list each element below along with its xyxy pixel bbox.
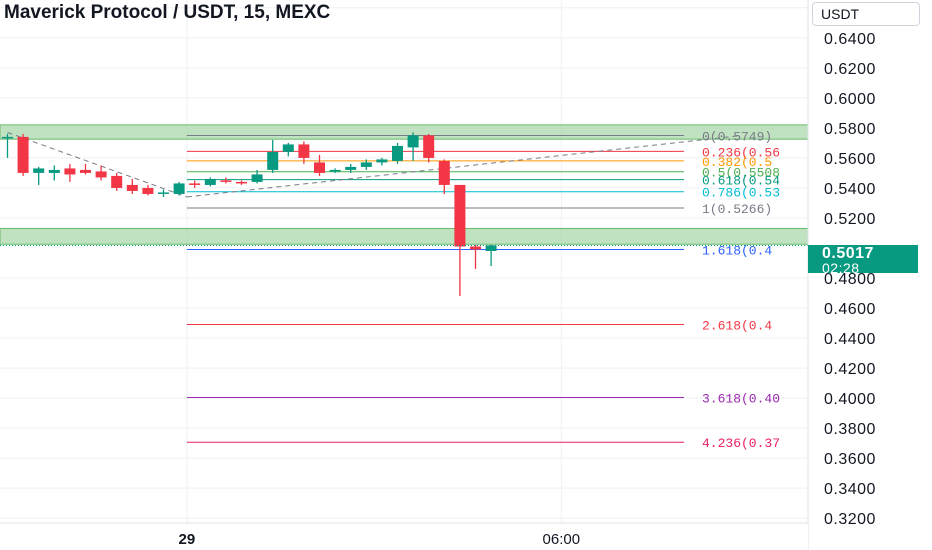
candle-body [407,135,419,148]
candle-body [48,169,60,173]
price-tick-label: 0.5800 [824,121,876,138]
candle-body [423,135,435,158]
candle-body [204,178,216,185]
price-tick-label: 0.4000 [824,391,876,408]
price-tick-label: 0.6000 [824,91,876,108]
fib-level-label: 0.236(0.56 [702,145,780,160]
candle-body [111,175,123,188]
candle-body [251,174,263,182]
candle-body [298,144,310,158]
candle-body [376,159,388,163]
candle-body [438,160,450,185]
candle-body [454,184,466,247]
price-tick-label: 0.3200 [824,511,876,528]
candle-body [158,192,169,194]
candle-body [80,169,91,173]
candle-body [95,171,107,178]
fibonacci-extension: 0(0.5749)0.236(0.560.382(0.50.5(0.55080.… [186,130,780,451]
candle-body [236,181,247,184]
time-tick-label: 29 [179,531,196,548]
candle-body [282,144,294,152]
fib-level-label: 0.618(0.54 [702,174,780,189]
fib-level-label: 0.382(0.5 [702,155,772,170]
price-axis-bg [808,0,932,550]
time-axis-bg [0,523,808,550]
price-tick-label: 0.4400 [824,331,876,348]
price-tick-label: 0.3600 [824,451,876,468]
price-tick-label: 0.4600 [824,301,876,318]
price-axis[interactable]: 0.3200 0.3400 0.3600 0.3800 0.4000 0.4200 0.44… [807,0,932,550]
candle-body [126,184,138,191]
price-tick-label: 0.5600 [824,151,876,168]
candle-body [142,187,154,194]
last-price-value: 0.5017 [822,245,874,262]
last-price-tag: 0.5017 02:28 [808,245,918,276]
time-tick-label: 06:00 [543,531,581,548]
price-tick-label: 0.6200 [824,61,876,78]
price-tick-label: 0.6400 [824,31,876,48]
price-zone [0,124,809,140]
symbol-title: Maverick Protocol / USDT, 15, MEXC [4,2,331,23]
candle-body [360,162,372,167]
bar-countdown: 02:28 [822,260,860,276]
fib-level-label: 2.618(0.4 [702,319,772,334]
candle-body [2,136,13,139]
candle-body [33,168,45,173]
fib-level-label: 4.236(0.37 [702,436,780,451]
currency-selector[interactable]: USDT [812,2,920,26]
fib-level-label: 0(0.5749) [702,130,772,145]
fib-level-label: 1(0.5266) [702,202,772,217]
candle-body [485,245,497,251]
price-tick-label: 0.5200 [824,211,876,228]
candle-body [267,151,279,170]
fib-level-label: 0.5(0.5508 [702,166,780,181]
candle-body [64,168,76,175]
candlestick-series [2,132,497,297]
candle-body [345,166,357,170]
candle-body [173,183,185,194]
trend-lines [7,131,741,198]
fib-level-label: 3.618(0.40 [702,392,780,407]
price-zone [0,227,809,245]
candle-body [17,136,29,173]
candle-body [220,180,232,182]
price-tick-label: 0.5400 [824,181,876,198]
time-axis[interactable]: 29 06:00 [0,522,808,550]
trend-line [7,131,188,198]
price-tick-label: 0.3400 [824,481,876,498]
grid-lines [0,0,808,523]
candle-body [314,162,325,173]
candle-body [329,169,341,172]
candle-body [189,183,201,185]
candle-body [470,246,481,250]
fib-level-label: 1.618(0.4 [702,243,772,258]
trend-line [186,135,741,198]
price-tick-label: 0.4800 [824,271,876,288]
fib-level-label: 0.786(0.53 [702,186,780,201]
price-tick-label: 0.3800 [824,421,876,438]
price-tick-label: 0.4200 [824,361,876,378]
candle-body [392,145,403,161]
